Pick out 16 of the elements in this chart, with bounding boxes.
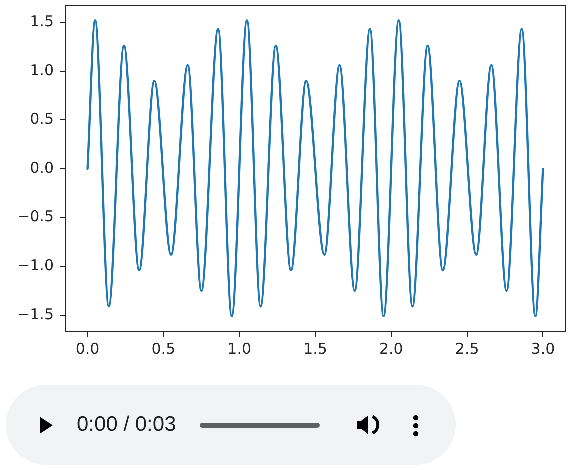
x-tick-label: 2.5	[455, 340, 480, 358]
line-series	[86, 20, 544, 318]
y-tick-label: 1.0	[30, 61, 54, 80]
y-tick-label: −1.5	[18, 305, 54, 324]
x-tick-label: 3.0	[531, 340, 556, 358]
x-tick-label: 0.5	[152, 340, 176, 358]
y-tick-label: 0.5	[30, 110, 54, 128]
audio-player: 0:00 / 0:03	[6, 385, 456, 465]
x-tick-label: 2.0	[379, 340, 404, 358]
x-tick-label: 1.0	[228, 340, 252, 358]
y-tick-label: 0.0	[30, 158, 54, 177]
y-tick-label: −0.5	[18, 208, 54, 226]
y-tick-label: 1.5	[30, 12, 54, 30]
x-tick-label: 1.5	[304, 340, 328, 358]
x-tick-label: 0.0	[76, 340, 100, 358]
y-tick-label: −1.0	[18, 256, 54, 274]
